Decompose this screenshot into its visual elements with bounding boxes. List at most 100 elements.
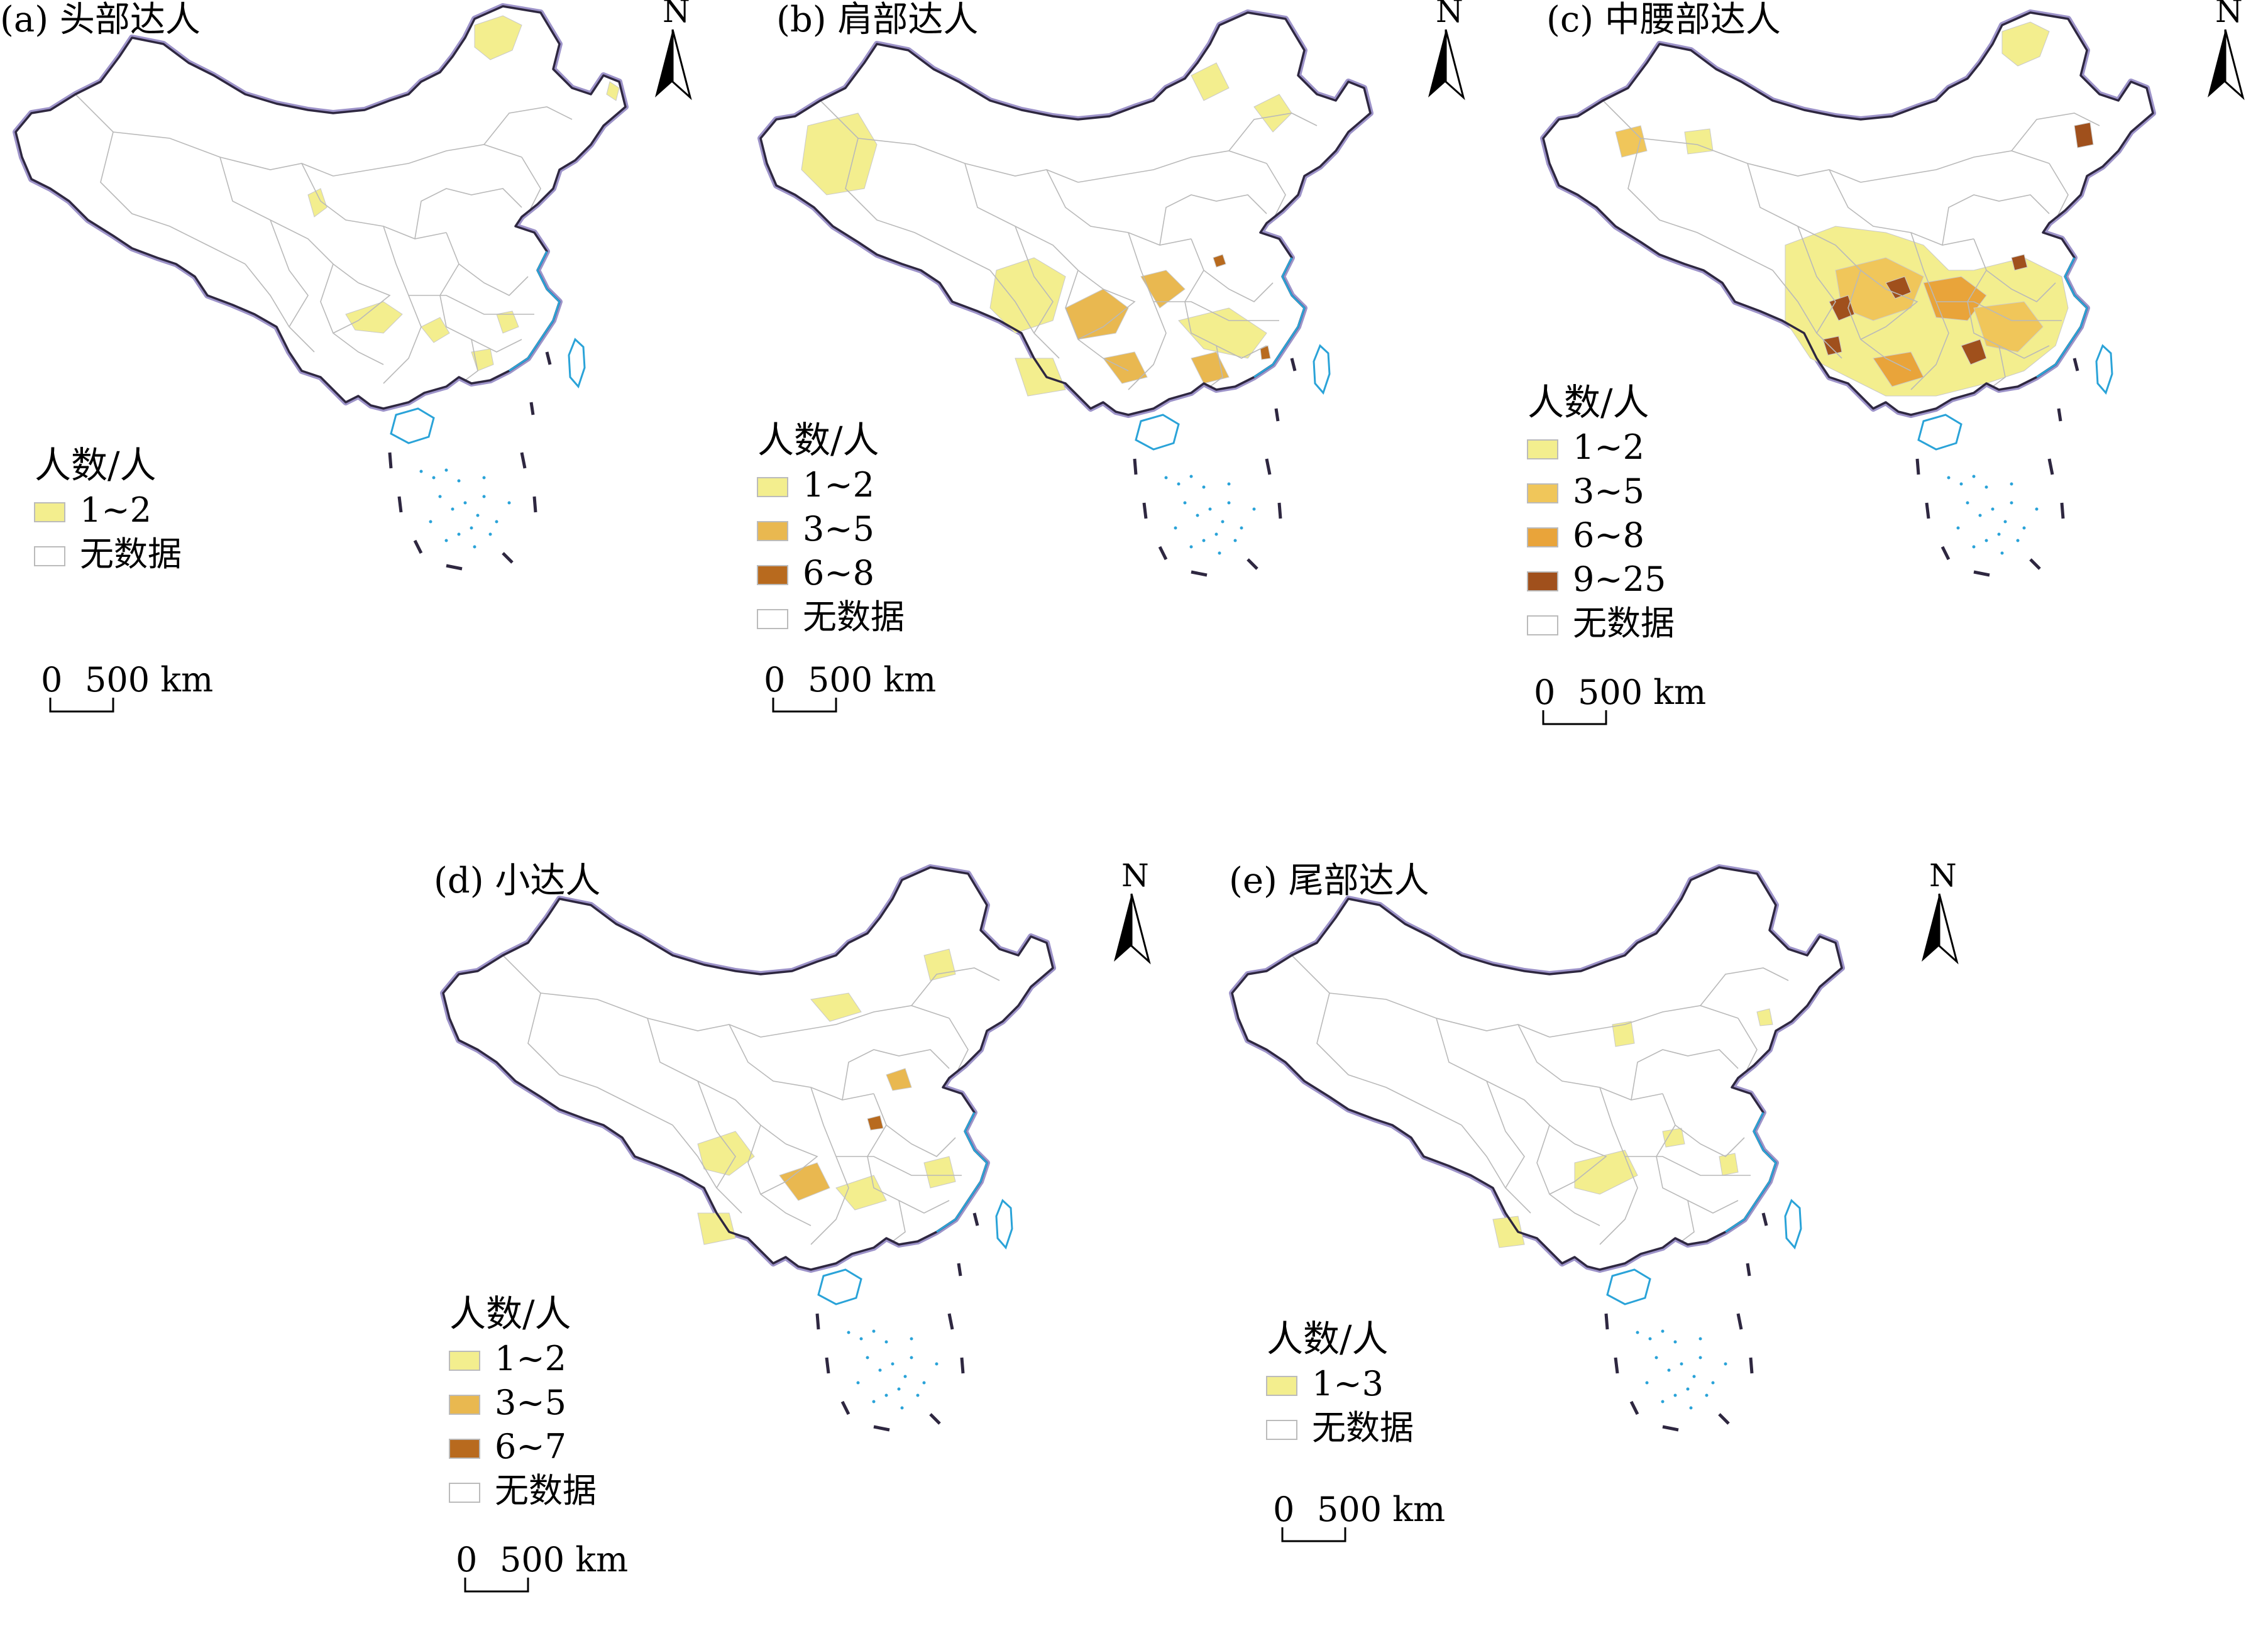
legend-label: 9~25 xyxy=(1573,559,1666,599)
south-sea-islands xyxy=(1947,475,2039,555)
scale-bar xyxy=(1281,1527,1346,1542)
hainan-island xyxy=(1917,414,1962,451)
scale-bar xyxy=(772,698,837,713)
legend-label: 无数据 xyxy=(1312,1408,1414,1447)
legend-title: 人数/人 xyxy=(757,419,879,461)
shaded-region xyxy=(1213,254,1226,268)
hainan-island xyxy=(1135,414,1180,451)
shaded-region xyxy=(1612,1021,1635,1047)
taiwan-island xyxy=(2095,344,2113,394)
shaded-region xyxy=(1140,270,1186,309)
shaded-region xyxy=(1662,1128,1685,1148)
legend-swatch xyxy=(449,1395,480,1415)
scale-label: 500 km xyxy=(1578,673,1706,712)
shaded-region xyxy=(474,15,522,60)
legend-label: 无数据 xyxy=(495,1471,597,1510)
shaded-region xyxy=(1615,125,1648,158)
legend-label: 6~7 xyxy=(495,1427,566,1466)
coastline xyxy=(2036,257,2088,378)
hainan-island xyxy=(1606,1268,1651,1305)
shaded-region xyxy=(307,188,328,217)
legend-swatch xyxy=(1266,1420,1297,1440)
shaded-region xyxy=(1103,351,1148,384)
taiwan-island xyxy=(995,1199,1013,1249)
shaded-region xyxy=(1756,1008,1773,1026)
legend-title: 人数/人 xyxy=(35,444,157,486)
hainan-island xyxy=(390,407,435,444)
legend-label: 3~5 xyxy=(495,1383,566,1422)
map-title-e: (e) 尾部达人 xyxy=(1229,860,1429,901)
coastline xyxy=(936,1112,988,1233)
shaded-region xyxy=(886,1068,912,1091)
legend-swatch xyxy=(757,477,788,497)
shaded-region xyxy=(345,301,403,334)
legend-swatch xyxy=(449,1351,480,1371)
shaded-region xyxy=(867,1115,884,1131)
shaded-region xyxy=(801,113,878,195)
coastline xyxy=(1725,1112,1777,1233)
shaded-region xyxy=(697,1212,736,1245)
legend-label: 6~8 xyxy=(1573,515,1644,555)
legend-swatch xyxy=(1527,571,1558,591)
legend-label: 1~2 xyxy=(1573,427,1644,467)
legend-swatch xyxy=(1527,527,1558,547)
north-arrow-icon xyxy=(2224,29,2245,101)
north-label: N xyxy=(1929,857,1957,894)
shaded-region xyxy=(1719,1153,1739,1176)
shaded-region xyxy=(1191,62,1230,101)
south-sea-islands xyxy=(419,468,511,549)
scale-zero: 0 xyxy=(41,660,62,700)
hainan-island xyxy=(817,1268,862,1305)
north-label: N xyxy=(1436,0,1463,30)
shaded-region xyxy=(810,992,862,1022)
legend-swatch xyxy=(34,546,65,566)
legend-swatch xyxy=(757,521,788,541)
scale-zero: 0 xyxy=(764,660,785,700)
north-label: N xyxy=(2215,0,2243,30)
map-title-b: (b) 肩部达人 xyxy=(776,0,978,40)
map-d xyxy=(443,867,1053,1430)
legend-swatch xyxy=(1266,1376,1297,1396)
shaded-region xyxy=(923,1156,956,1189)
scale-bar xyxy=(1542,710,1607,725)
north-arrow-icon xyxy=(1922,894,1939,962)
coastline xyxy=(509,251,561,372)
legend-label: 3~5 xyxy=(1573,471,1644,511)
scale-bar xyxy=(49,698,114,713)
legend-label: 无数据 xyxy=(1573,603,1675,643)
south-sea-islands xyxy=(847,1329,939,1410)
shaded-region xyxy=(1684,128,1714,155)
taiwan-island xyxy=(1313,344,1331,394)
taiwan-island xyxy=(1784,1199,1802,1249)
scale-zero: 0 xyxy=(1534,673,1555,712)
legend-swatch xyxy=(1527,439,1558,459)
shaded-region xyxy=(989,257,1066,334)
shaded-region xyxy=(2001,21,2050,67)
legend-swatch xyxy=(449,1483,480,1503)
legend-label: 6~8 xyxy=(803,553,874,593)
map-title-c: (c) 中腰部达人 xyxy=(1546,0,1781,40)
map-a xyxy=(16,6,625,569)
map-title-d: (d) 小达人 xyxy=(434,860,600,901)
legend-swatch xyxy=(757,609,788,629)
legend-label: 3~5 xyxy=(803,509,874,549)
legend-title: 人数/人 xyxy=(1528,381,1649,424)
scale-label: 500 km xyxy=(808,660,936,700)
shaded-region xyxy=(496,310,519,334)
legend-title: 人数/人 xyxy=(449,1292,571,1335)
north-label: N xyxy=(1121,857,1149,894)
legend-title: 人数/人 xyxy=(1267,1317,1389,1360)
legend-label: 无数据 xyxy=(80,534,182,574)
scale-label: 500 km xyxy=(85,660,213,700)
north-arrow-icon xyxy=(1130,893,1151,965)
shaded-region xyxy=(606,81,620,101)
shaded-region xyxy=(2011,254,2028,271)
shaded-region xyxy=(1822,336,1842,356)
north-arrow-icon xyxy=(1114,894,1131,962)
south-sea-islands xyxy=(1164,475,1256,555)
north-arrow-icon xyxy=(2208,30,2225,97)
shaded-region xyxy=(1973,301,2044,353)
legend-swatch xyxy=(1527,483,1558,503)
taiwan-island xyxy=(568,338,586,388)
